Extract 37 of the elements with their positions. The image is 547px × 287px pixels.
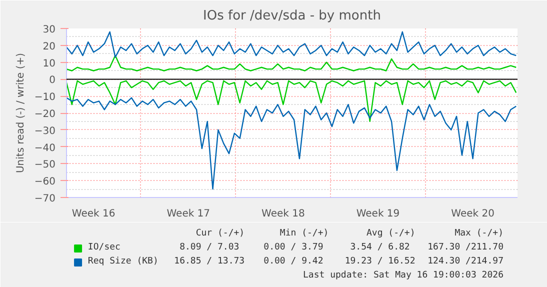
y-tick-label: −10 (34, 92, 56, 104)
text: 0.00 / 9.42 (264, 256, 324, 266)
line-series (66, 31, 517, 58)
y-tick-label: −70 (34, 194, 56, 204)
x-tick-label: Week 16 (72, 208, 116, 220)
text: Max (-/+) (454, 228, 504, 238)
y-tick-label: −60 (34, 176, 56, 188)
y-tick-label: −50 (34, 160, 56, 171)
y-axis-title: Units read (-) / write (+) (15, 52, 26, 174)
x-tick-label: Week 17 (166, 208, 210, 220)
text: 0.00 / 3.79 (264, 242, 324, 252)
y-tick-label: 30 (42, 24, 56, 36)
y-tick-label: −40 (34, 142, 56, 154)
text: Last update: Sat May 16 19:00:03 2026 (303, 270, 504, 280)
text: Min (-/+) (280, 228, 329, 238)
text: Avg (-/+) (366, 228, 416, 238)
text: 8.09 / 7.03 (180, 242, 240, 252)
text: 3.54 / 6.82 (350, 242, 410, 252)
text: 16.85 / 13.73 (174, 256, 245, 266)
text: Cur (-/+) (196, 228, 245, 238)
y-tick-label: −20 (34, 109, 56, 120)
x-tick-label: Week 18 (262, 208, 305, 220)
y-tick-label: 0 (49, 75, 56, 86)
y-tick-label: 10 (42, 58, 56, 70)
y-tick-label: −30 (34, 126, 56, 137)
text: 124.30 /214.97 (428, 256, 504, 266)
text: 19.23 / 16.52 (344, 256, 416, 266)
x-tick-label: Week 20 (451, 208, 494, 220)
text: 167.30 /211.70 (428, 242, 504, 252)
chart-title: IOs for /dev/sda - by month (203, 8, 381, 24)
line-series (66, 80, 517, 122)
line-series (66, 97, 517, 190)
legend-label: IO/sec (88, 242, 120, 252)
y-tick-label: 20 (42, 41, 56, 52)
line-series (66, 54, 517, 72)
legend-label: Req Size (KB) (88, 256, 158, 266)
x-tick-label: Week 19 (356, 208, 400, 220)
